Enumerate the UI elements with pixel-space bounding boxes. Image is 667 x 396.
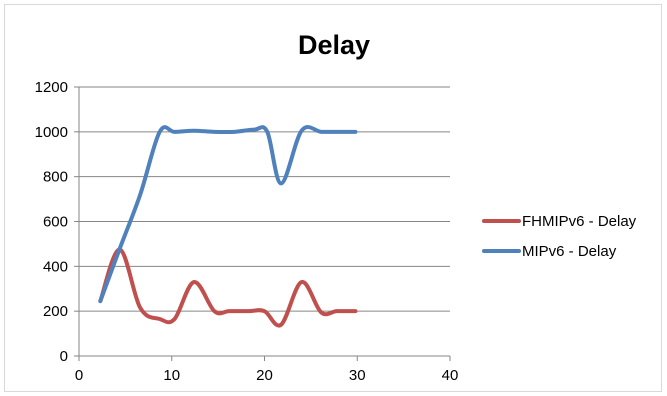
chart-title: Delay (297, 30, 371, 60)
axes (74, 86, 451, 361)
legend-label-1: MIPv6 - Delay (522, 242, 617, 260)
series-line-0 (98, 247, 358, 328)
y-tick-label-2: 400 (43, 258, 68, 275)
y-tick-label-3: 600 (43, 214, 68, 231)
x-tick-label-1: 10 (163, 367, 180, 384)
x-tick-label-3: 30 (349, 367, 366, 384)
chart-frame (4, 4, 662, 392)
y-tick-label-5: 1000 (35, 124, 68, 141)
y-tick-label-4: 800 (43, 169, 68, 186)
x-tick-label-2: 20 (256, 367, 273, 384)
tick-labels: 0 200 400 600 800 1000 1200 0 10 20 30 40 (35, 79, 459, 384)
legend-item-1: MIPv6 - Delay (482, 236, 636, 266)
legend-item-0: FHMIPv6 - Delay (482, 206, 636, 236)
y-tick-label-0: 0 (60, 348, 68, 365)
series-line-1 (98, 125, 358, 304)
legend: FHMIPv6 - Delay MIPv6 - Delay (482, 206, 636, 266)
y-tick-label-6: 1200 (35, 79, 68, 96)
gridlines (79, 86, 450, 312)
legend-swatch-0 (482, 219, 521, 223)
y-tick-label-1: 200 (43, 303, 68, 320)
legend-swatch-1 (482, 249, 521, 253)
legend-label-0: FHMIPv6 - Delay (522, 212, 637, 230)
series-lines (98, 125, 358, 328)
x-tick-label-0: 0 (75, 367, 83, 384)
x-tick-label-4: 40 (442, 367, 459, 384)
